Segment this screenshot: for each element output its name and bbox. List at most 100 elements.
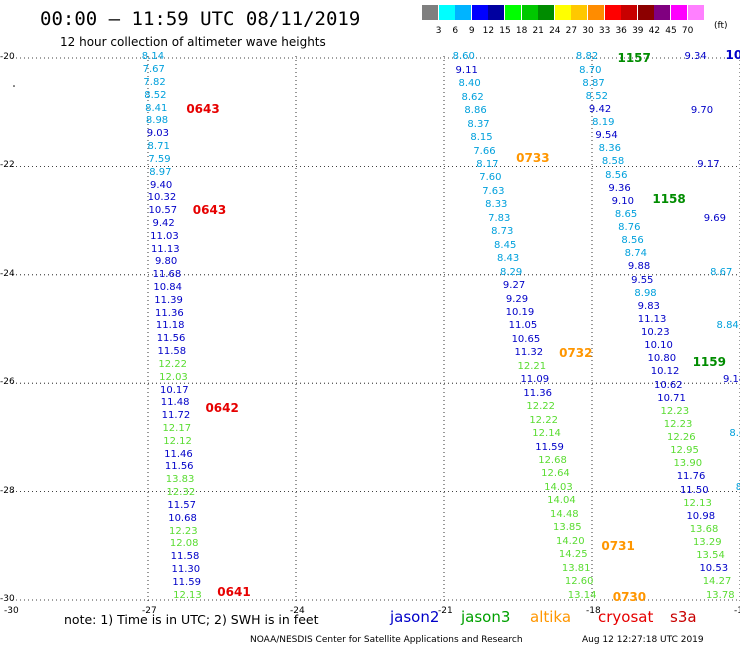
wave-height-value: 9.29 <box>505 293 529 305</box>
wave-height-value: 12.23 <box>169 525 198 537</box>
pass-time-label: 0642 <box>205 400 239 415</box>
legend-label: 30 <box>582 26 594 36</box>
wave-height-value: 10.71 <box>657 392 686 404</box>
wave-height-value: 8.14 <box>141 51 165 63</box>
wave-height-value: 13.68 <box>689 523 719 535</box>
map-plot <box>12 56 740 604</box>
wave-height-value: 9.36 <box>608 182 631 194</box>
wave-height-value: 8.33 <box>485 199 508 211</box>
x-corner-label: -30 <box>4 606 19 616</box>
wave-height-value: 7.82 <box>143 77 166 88</box>
wave-height-value: 8.71 <box>147 141 170 153</box>
legend-swatch <box>438 5 455 20</box>
wave-height-value: 14.48 <box>550 508 579 520</box>
wave-height-value: 8.84 <box>716 320 739 332</box>
legend-swatch <box>604 5 621 20</box>
legend-swatch <box>621 5 638 20</box>
wave-height-value: 8.56 <box>621 235 644 247</box>
wave-height-value: 11.59 <box>535 441 564 453</box>
wave-height-value: 14.04 <box>547 495 576 507</box>
wave-height-value: 11.36 <box>523 387 553 399</box>
wave-height-value: 9.14 <box>722 374 740 386</box>
wave-height-value: 8.67 <box>710 266 733 278</box>
legend-swatch <box>571 5 588 20</box>
x-tick-label: -24 <box>290 606 305 616</box>
wave-height-value: 12.14 <box>532 428 561 440</box>
wave-height-value: 11.39 <box>154 294 183 306</box>
wave-height-value: 9.69 <box>703 212 726 224</box>
legend-swatch <box>538 5 555 20</box>
wave-height-value: 8.70 <box>579 64 602 76</box>
pass-time-label: 0731 <box>601 538 635 553</box>
wave-height-value: 10.10 <box>644 340 673 352</box>
wave-height-value: 7.67 <box>142 64 165 76</box>
x-tick-label: -18 <box>586 606 601 616</box>
satellite-name: altika <box>530 608 572 626</box>
wave-height-value: 8.45 <box>494 239 517 251</box>
wave-height-value: 9.27 <box>502 280 526 292</box>
credit-text: NOAA/NESDIS Center for Satellite Applica… <box>250 635 523 645</box>
wave-height-value: 11.76 <box>676 471 706 483</box>
y-tick-label: -20 <box>0 52 15 62</box>
pass-time-label: 0733 <box>516 151 550 166</box>
wave-height-value: 13.83 <box>165 474 195 486</box>
wave-height-value: 8.43 <box>496 253 520 265</box>
legend-label: 3 <box>435 26 442 36</box>
legend-label: 36 <box>615 26 627 36</box>
legend-label: 33 <box>598 26 611 36</box>
wave-height-value: 12.21 <box>517 360 547 372</box>
wave-height-value: 11.36 <box>155 307 184 319</box>
satellite-name: jason3 <box>461 608 511 626</box>
wave-height-value: 12.17 <box>162 422 192 434</box>
y-tick-label: -30 <box>0 594 15 604</box>
footer-note: note: 1) Time is in UTC; 2) SWH is in fe… <box>64 612 319 627</box>
wave-height-value: 11.13 <box>637 313 667 325</box>
generated-timestamp: Aug 12 12:27:18 UTC 2019 <box>582 635 704 645</box>
wave-height-value: 13.81 <box>561 562 591 574</box>
pass-time-label: 1033 <box>725 48 740 63</box>
color-legend: 3 6 9 12 15 18 21 24 27 30 33 36 39 42 45 70 <box>422 5 721 36</box>
page-subtitle: 12 hour collection of altimeter wave hei… <box>60 35 326 49</box>
wave-height-value: 13.85 <box>553 522 582 534</box>
wave-height-value: 8.41 <box>145 102 168 114</box>
legend-swatch <box>422 5 438 20</box>
legend-swatch <box>471 5 488 20</box>
y-tick-label: -26 <box>0 377 15 388</box>
wave-height-value: 12.64 <box>541 468 570 480</box>
wave-height-value: 10.62 <box>653 379 683 391</box>
wave-height-value: 9.54 <box>595 130 618 142</box>
wave-height-value: 8.29 <box>499 266 523 278</box>
legend-swatch <box>704 5 721 20</box>
pass-time-label: 1158 <box>652 191 686 206</box>
legend-label: 18 <box>515 26 528 36</box>
wave-height-value: 8.36 <box>598 143 621 155</box>
wave-height-value: 8.86 <box>464 105 487 117</box>
pass-time-label: 0641 <box>217 584 251 599</box>
legend-label: 27 <box>565 26 578 36</box>
legend-swatch <box>637 5 654 20</box>
legend-swatch <box>654 5 671 20</box>
legend-label: 70 <box>681 26 694 36</box>
wave-height-value: 7.59 <box>148 153 171 165</box>
pass-time-label: 0643 <box>186 102 220 117</box>
legend-swatch <box>488 5 505 20</box>
wave-height-value: 9.34 <box>684 51 707 63</box>
wave-height-value: 9.40 <box>150 179 173 191</box>
legend-swatch <box>671 5 687 20</box>
wave-height-value: 12.22 <box>158 358 187 370</box>
legend-label: 21 <box>532 26 544 36</box>
wave-height-value: 8.58 <box>601 156 625 168</box>
wave-height-value: 8.98 <box>145 115 169 127</box>
wave-height-value: 8.17 <box>476 159 499 170</box>
wave-height-value: 10.98 <box>686 510 716 522</box>
wave-height-value: 8.37 <box>467 118 490 130</box>
pass-time-label: 1157 <box>617 51 651 65</box>
wave-height-value: 7.66 <box>473 145 496 157</box>
wave-height-value: 9.70 <box>690 105 714 117</box>
grid-lines <box>12 56 740 604</box>
wave-height-value: 8.56 <box>605 169 628 181</box>
wave-height-value: 13.54 <box>696 550 725 562</box>
wave-height-value: 11.03 <box>150 230 179 242</box>
wave-height-value: 12.13 <box>683 497 712 509</box>
wave-height-value: 8.73 <box>491 226 514 238</box>
